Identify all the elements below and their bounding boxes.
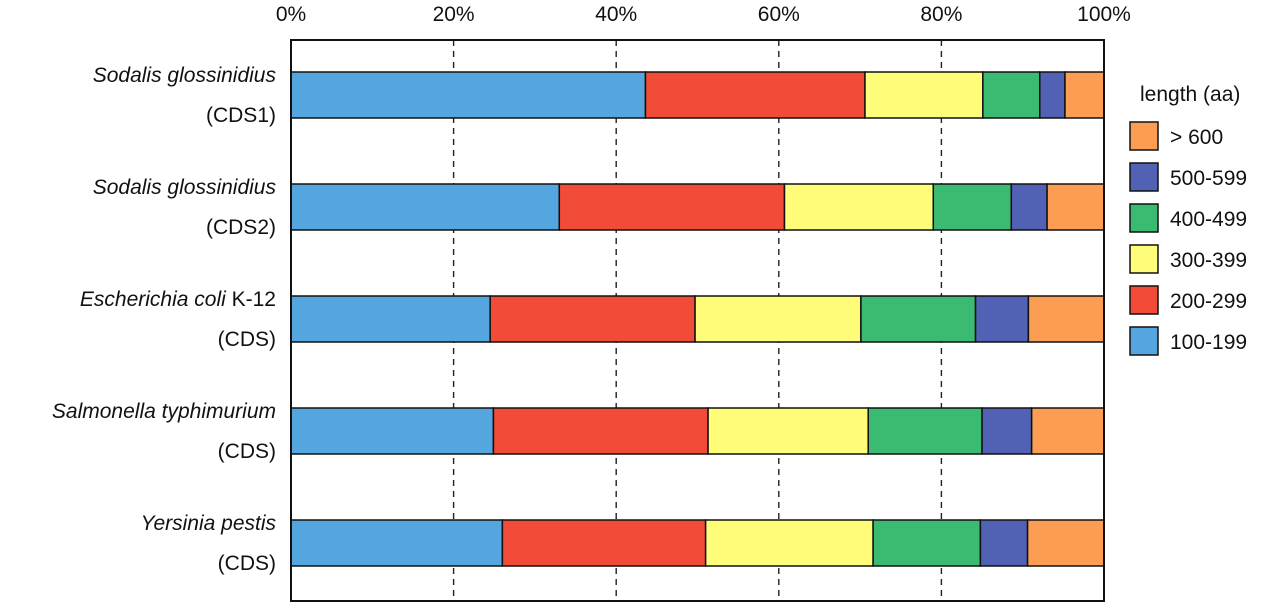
legend-label: 200-299 [1170,290,1247,313]
category-label-sub: (CDS) [218,552,276,575]
legend-swatch [1129,162,1159,192]
bar-segment [290,407,495,455]
bar-segment [501,519,707,567]
bar-segment [1026,519,1105,567]
legend-swatch [1129,244,1159,274]
bar-segment [979,519,1029,567]
legend-label: 400-499 [1170,208,1247,231]
legend-swatch [1129,121,1159,151]
category-label-name: Escherichia coli K-12 [80,288,276,311]
legend-label: > 600 [1170,126,1223,149]
legend-title: length (aa) [1140,83,1240,106]
bar-segment [932,183,1013,231]
category-label-sub: (CDS) [218,328,276,351]
x-tick-label: 40% [595,3,637,26]
category-label-name: Sodalis glossinidius [93,64,277,87]
category-labels: Sodalis glossinidius (CDS1) Sodalis glossi… [52,64,277,575]
bar-segment [644,71,866,119]
bar-segment [290,183,561,231]
bar-segment [704,519,874,567]
legend-swatch [1129,326,1159,356]
bar-segment [558,183,786,231]
bar-segment [1030,407,1105,455]
category-label-name: Sodalis glossinidius [93,176,277,199]
bar-segment [860,295,977,343]
bar-segment [1046,183,1105,231]
category-label-sub: (CDS1) [206,104,276,127]
bar-segment [290,71,647,119]
legend-swatch [1129,203,1159,233]
category-label-name: Yersinia pestis [141,512,277,535]
category-label-name: Salmonella typhimurium [52,400,276,423]
x-tick-label: 60% [758,3,800,26]
category-label-italic: Salmonella typhimurium [52,400,276,423]
category-label-italic: Yersinia pestis [141,512,277,535]
x-tick-label: 80% [920,3,962,26]
category-label-italic: Sodalis glossinidius [93,176,277,199]
legend: length (aa) > 600 500-599 400-499 300-399 20… [1129,83,1247,356]
category-label-sub: (CDS) [218,440,276,463]
bar-segment [981,407,1033,455]
bar-segment [290,519,504,567]
bar-segment [1039,71,1066,119]
bar-segment [783,183,935,231]
legend-label: 500-599 [1170,167,1247,190]
x-tick-label: 100% [1077,3,1131,26]
bar-segment [694,295,862,343]
bar-segment [1010,183,1048,231]
bar-segment [982,71,1041,119]
bar-segment [867,407,983,455]
legend-label: 100-199 [1170,331,1247,354]
bar-segment [974,295,1030,343]
bar-segment [489,295,696,343]
x-axis-ticks: 0% 20% 40% 60% 80% 100% [276,3,1131,26]
bar-segment [492,407,709,455]
category-label-italic: Escherichia coli [80,288,227,311]
bar-segment [707,407,869,455]
legend-swatch [1129,285,1159,315]
x-tick-label: 0% [276,3,306,26]
plot-frame [290,39,1105,602]
bars [290,71,1105,567]
bar-segment [1064,71,1105,119]
bar-segment [290,295,491,343]
bar-segment [1027,295,1105,343]
bar-segment [872,519,982,567]
bar-segment [864,71,984,119]
legend-label: 300-399 [1170,249,1247,272]
category-label-sub: (CDS2) [206,216,276,239]
category-label-suffix: K-12 [226,288,276,311]
category-label-italic: Sodalis glossinidius [93,64,277,87]
x-tick-label: 20% [433,3,475,26]
